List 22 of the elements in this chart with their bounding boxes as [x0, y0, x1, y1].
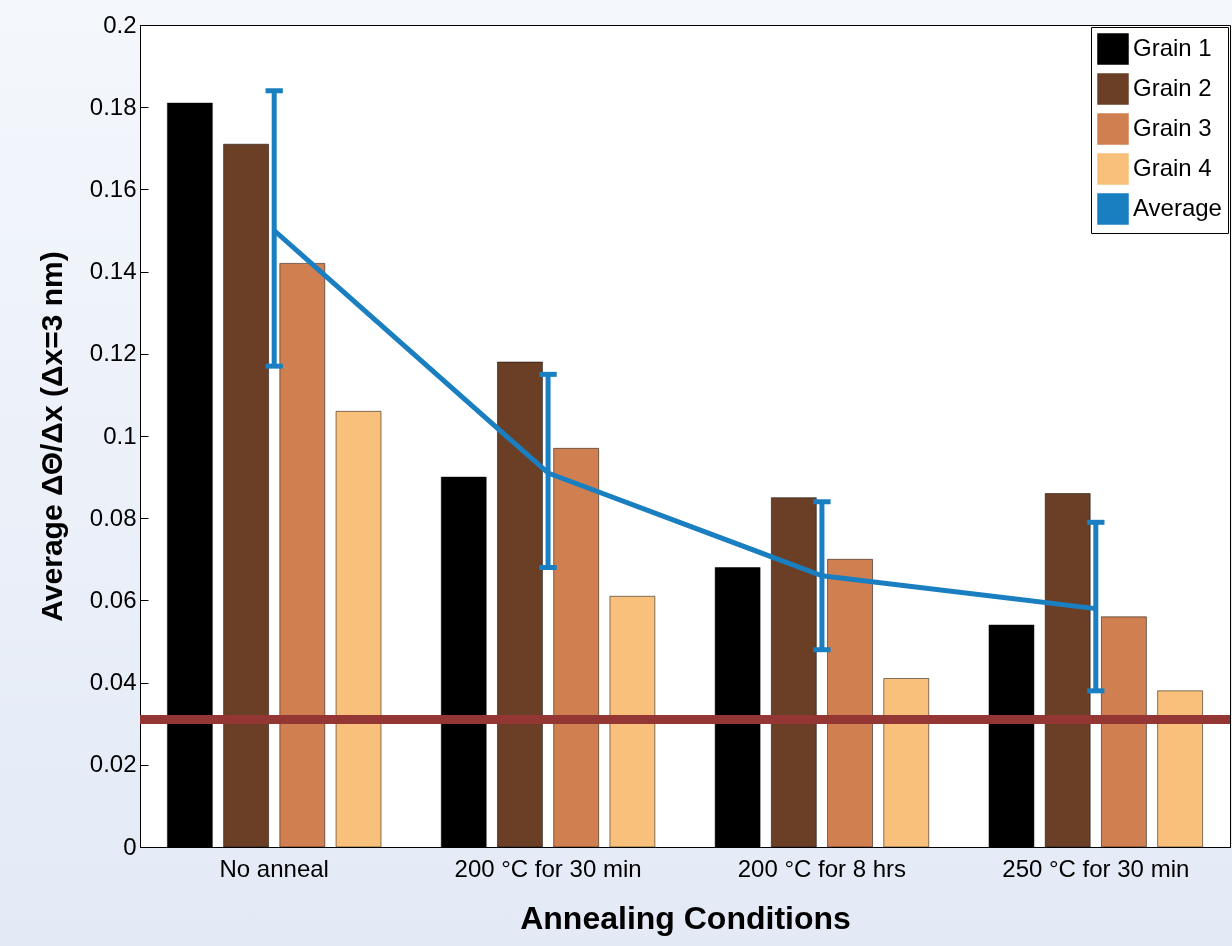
y-tick-label: 0.02 — [89, 750, 137, 778]
y-axis-title: Average ΔΘ/Δx (Δx=3 nm) — [34, 251, 68, 622]
x-tick-label: No anneal — [219, 854, 329, 882]
y-tick-label: 0.04 — [89, 668, 137, 696]
x-tick-label: 250 °C for 30 min — [1002, 854, 1190, 882]
legend-label: Grain 4 — [1133, 154, 1212, 181]
x-axis-title: Annealing Conditions — [520, 899, 851, 936]
legend-label: Grain 3 — [1133, 114, 1212, 141]
legend-label: Average — [1133, 194, 1222, 221]
y-tick-label: 0 — [123, 832, 137, 860]
y-tick-label: 0.12 — [89, 339, 137, 367]
y-tick-label: 0.14 — [89, 257, 137, 285]
y-tick-label: 0.1 — [103, 421, 137, 449]
legend-label: Grain 1 — [1133, 34, 1212, 61]
y-tick-label: 0.18 — [89, 92, 137, 120]
legend-label: Grain 2 — [1133, 74, 1212, 101]
y-tick-label: 0.16 — [89, 174, 137, 202]
x-tick-label: 200 °C for 30 min — [454, 854, 642, 882]
x-tick-label: 200 °C for 8 hrs — [737, 854, 907, 882]
y-tick-label: 0.2 — [103, 10, 137, 38]
y-tick-label: 0.06 — [89, 585, 137, 613]
y-tick-label: 0.08 — [89, 503, 137, 531]
